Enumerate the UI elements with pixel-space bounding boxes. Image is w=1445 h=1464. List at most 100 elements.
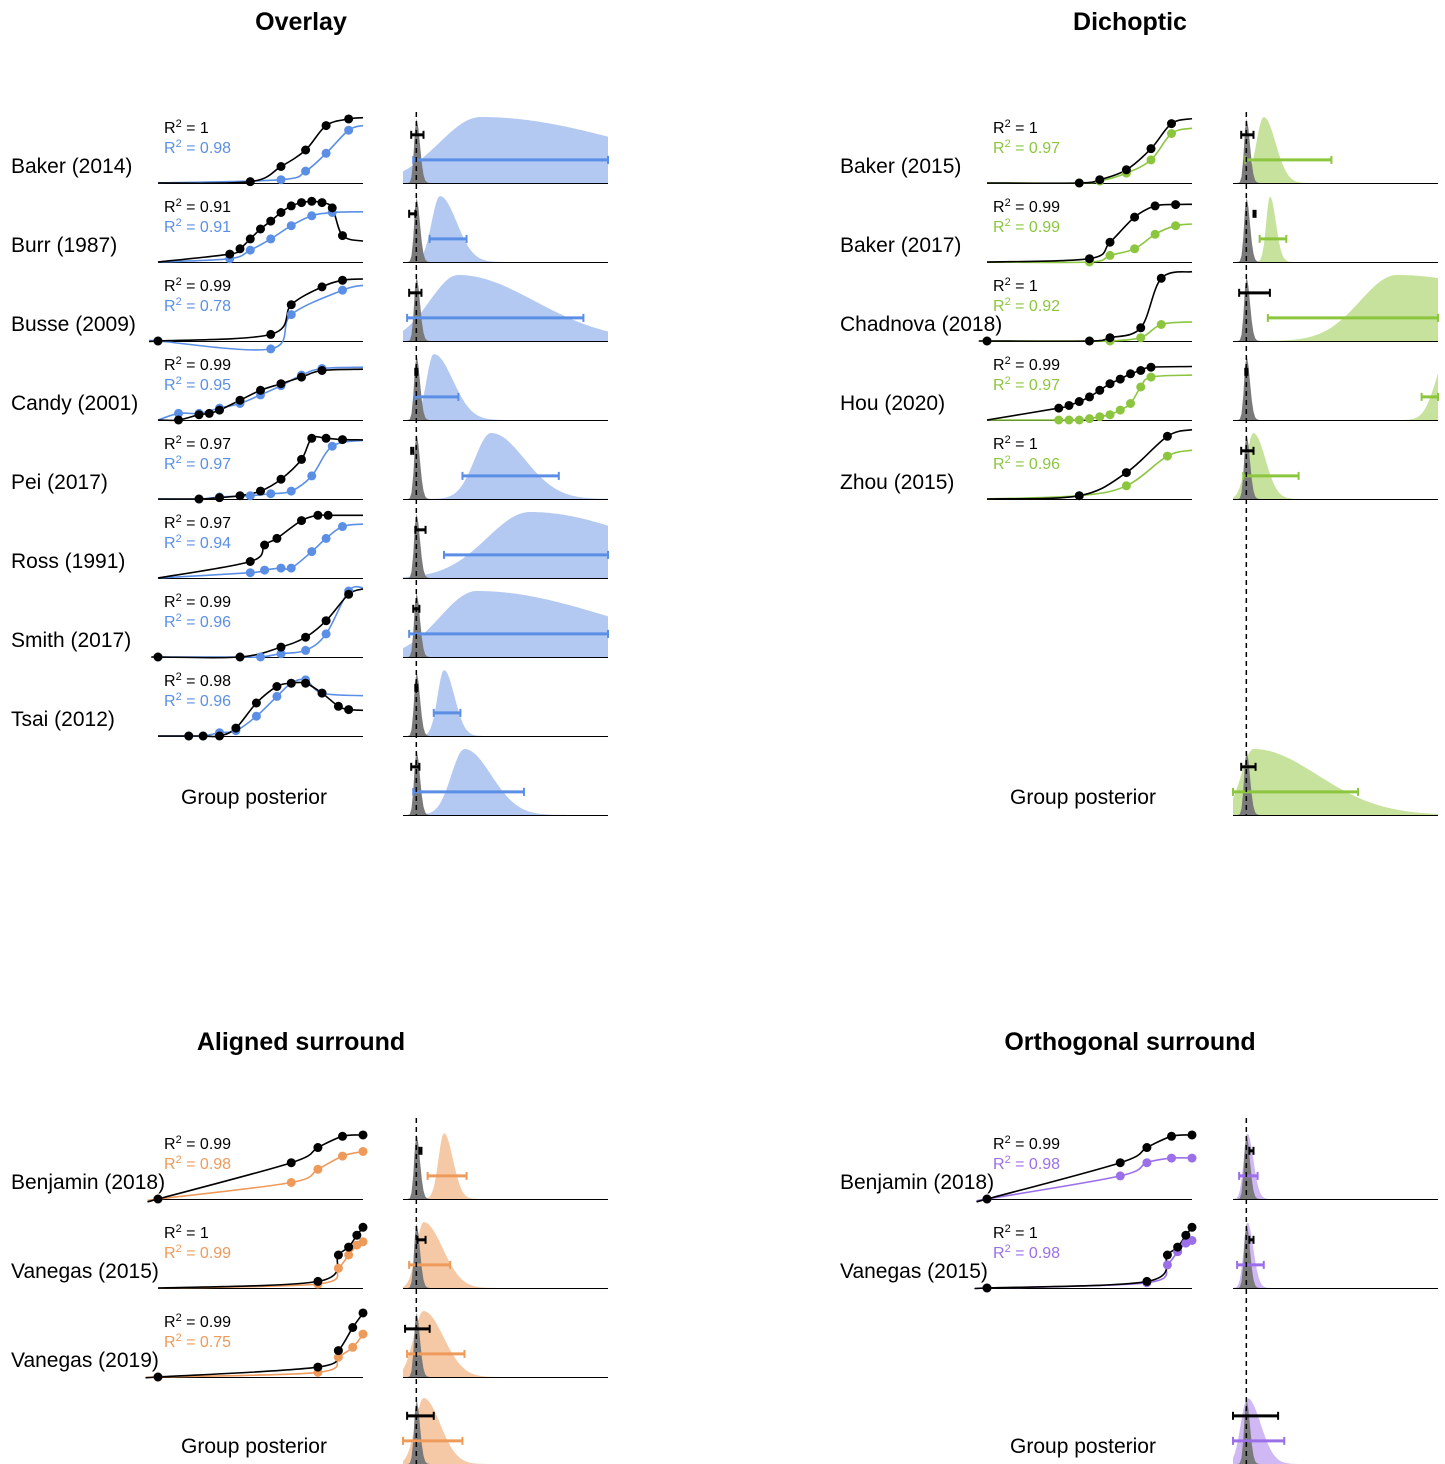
black-point (272, 533, 282, 543)
black-point (317, 282, 327, 292)
black-point (1095, 175, 1105, 185)
color-point (1095, 412, 1105, 422)
color-point (1162, 451, 1172, 461)
black-point (235, 491, 245, 501)
black-point (338, 231, 347, 241)
study-label: Zhou (2015) (840, 471, 954, 494)
color-point (1054, 415, 1064, 425)
posterior-density (1233, 275, 1438, 341)
black-point (235, 244, 245, 254)
black-point (297, 372, 306, 382)
black-point (297, 516, 306, 526)
black-point (333, 1250, 343, 1260)
black-point (1105, 237, 1115, 247)
panel-title: Dichoptic (1073, 8, 1187, 36)
study-label: Baker (2014) (11, 155, 132, 178)
color-point (1187, 1235, 1197, 1245)
black-point (1074, 491, 1084, 501)
posterior-density (1233, 749, 1438, 815)
black-point (1130, 212, 1140, 222)
black-fit-line (974, 1225, 1194, 1290)
study-label: Burr (1987) (11, 234, 117, 257)
black-point (153, 1372, 163, 1382)
color-point (276, 649, 286, 659)
black-point (256, 224, 265, 234)
color-point (338, 522, 347, 532)
black-point (245, 557, 255, 566)
color-point (1085, 414, 1094, 424)
posterior-density (403, 275, 608, 341)
study-label: Benjamin (2018) (840, 1171, 994, 1194)
r2-color: R2 = 0.98 (164, 138, 231, 157)
r2-color: R2 = 0.97 (164, 454, 231, 473)
black-point (1054, 403, 1064, 413)
color-point (174, 408, 183, 418)
black-point (301, 678, 311, 688)
black-point (1171, 200, 1181, 210)
r2-black: R2 = 0.99 (164, 1312, 231, 1331)
color-point (301, 645, 311, 655)
group-posterior: Group posterior (1010, 1398, 1438, 1464)
black-point (1136, 366, 1146, 375)
panel-title: Aligned surround (197, 1028, 405, 1056)
posterior-density (403, 1398, 608, 1464)
color-point (301, 166, 311, 176)
color-point (1146, 372, 1156, 382)
color-point (1167, 1153, 1176, 1163)
color-point (1115, 405, 1125, 415)
black-point (313, 1362, 323, 1372)
black-point (344, 114, 354, 124)
black-point (1187, 1222, 1197, 1232)
baseline-density (1233, 118, 1438, 183)
black-point (313, 510, 323, 520)
black-point (1162, 431, 1172, 441)
black-point (333, 701, 343, 711)
r2-black: R2 = 1 (164, 1223, 209, 1242)
study-label: Chadnova (2018) (840, 313, 1002, 336)
black-point (301, 632, 311, 642)
black-point (321, 121, 331, 131)
color-point (256, 652, 265, 662)
black-point (982, 1194, 992, 1204)
black-point (327, 203, 337, 213)
black-point (198, 731, 208, 741)
color-point (327, 441, 337, 451)
black-point (1064, 400, 1074, 410)
black-point (215, 731, 224, 741)
black-point (352, 1230, 362, 1240)
black-point (344, 705, 354, 715)
baseline-density (1233, 276, 1438, 341)
study-label: Hou (2020) (840, 392, 945, 415)
color-point (321, 629, 331, 639)
black-point (235, 652, 245, 662)
black-point (1085, 254, 1094, 264)
r2-color: R2 = 0.78 (164, 296, 231, 315)
black-point (245, 234, 255, 244)
color-point (1074, 415, 1084, 425)
r2-black: R2 = 0.97 (164, 513, 231, 532)
color-point (333, 1263, 343, 1273)
black-point (1105, 333, 1115, 343)
color-point (344, 125, 354, 135)
color-point (286, 221, 296, 231)
study-row: Baker (2015) R2 = 1R2 = 0.97 (840, 117, 1438, 188)
baseline-density (1233, 1223, 1438, 1288)
color-point (338, 285, 347, 295)
color-point (1142, 1158, 1152, 1168)
black-point (153, 652, 163, 662)
r2-color: R2 = 0.96 (164, 691, 231, 710)
color-point (307, 211, 317, 221)
black-point (307, 433, 317, 443)
black-point (1115, 374, 1125, 384)
color-point (313, 1164, 323, 1174)
black-point (266, 216, 276, 226)
black-point (1136, 323, 1146, 333)
panel-aligned-surround: Aligned surround Benjamin (2018) R2 = 0.99… (11, 1028, 608, 1464)
baseline-density (1233, 197, 1438, 262)
color-point (245, 245, 255, 255)
